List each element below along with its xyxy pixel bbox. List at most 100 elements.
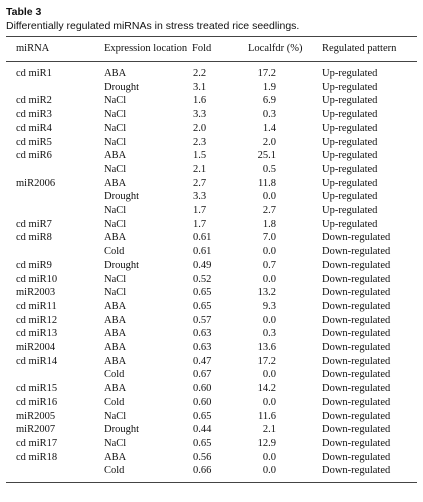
table-caption: Differentially regulated miRNAs in stres… [6,20,300,32]
table-cell: Drought [104,259,139,271]
table-cell: 0.65 [193,410,212,422]
table-cell: 1.7 [193,205,207,217]
table-cell: Cold [104,465,125,477]
table-cell: NaCl [104,205,127,217]
table-cell: Cold [104,369,125,381]
table-cell: NaCl [104,122,127,134]
table-row: miR2003 NaCl 0.65 13.2 Down-regulated [6,286,417,300]
table-cell: Down-regulated [322,465,391,477]
table-cell: 1.8 [262,218,276,230]
table-cell: 0.61 [193,232,212,244]
table-row: cd miR4 NaCl 2.0 1.4 Up-regulated [6,122,417,136]
table-row: cd miR14 ABA 0.47 17.2 Down-regulated [6,355,417,369]
table-cell: 0.44 [193,424,212,436]
table-cell: miR2003 [16,287,56,299]
header-cell: miRNA [16,43,50,54]
table-cell: Down-regulated [322,437,391,449]
table-cell: Down-regulated [322,314,391,326]
table-cell: NaCl [104,109,127,121]
table-cell: 6.9 [262,95,276,107]
table-cell: miR2005 [16,410,56,422]
table-cell: miR2004 [16,342,56,354]
table-cell: ABA [104,451,127,463]
table-cell: 1.4 [262,122,276,134]
table-row: Drought 3.1 1.9 Up-regulated [6,81,417,95]
table-cell: 11.6 [258,410,276,422]
table-row: miR2005 NaCl 0.65 11.6 Down-regulated [6,410,417,424]
table-cell: 13.6 [257,342,276,354]
table-cell: 2.0 [193,122,207,134]
table-cell: 0.63 [193,328,212,340]
table-cell: 17.2 [257,68,276,79]
table-cell: Up-regulated [322,68,378,79]
table-cell: 0.3 [262,328,276,340]
table-row: cd miR8 ABA 0.61 7.0 Down-regulated [6,231,417,245]
table-row: cd miR11 ABA 0.65 9.3 Down-regulated [6,300,417,314]
table-cell: Up-regulated [322,136,378,148]
table-cell: cd miR14 [16,355,58,367]
table-cell: Up-regulated [322,109,378,121]
table-cell: 3.1 [193,81,207,93]
table-cell [6,81,104,95]
table-cell: cd miR12 [16,314,58,326]
table-row: cd miR12 ABA 0.57 0.0 Down-regulated [6,314,417,328]
table-cell: Drought [104,81,139,93]
table-row: miR2004 ABA 0.63 13.6 Down-regulated [6,341,417,355]
table-cell: 0.61 [193,246,212,258]
table-cell: NaCl [104,218,127,230]
table-cell: 0.0 [262,191,276,203]
table-row: miR2007 Drought 0.44 2.1 Down-regulated [6,423,417,437]
table-cell: Down-regulated [322,355,391,367]
table-cell: ABA [104,355,127,367]
table-cell: 7.0 [262,232,276,244]
table-cell: Cold [104,246,125,258]
table-cell: 0.65 [193,437,212,449]
table-cell: NaCl [104,287,127,299]
table-row: cd miR10 NaCl 0.52 0.0 Down-regulated [6,273,417,287]
table-cell: 0.57 [193,314,212,326]
table-row: cd miR1 ABA 2.2 17.2 Up-regulated [6,62,417,81]
table-cell: Down-regulated [322,424,391,436]
table-cell: 3.3 [193,109,207,121]
table-cell: 2.2 [193,68,207,79]
table-cell: Cold [104,396,125,408]
table-row: miR2006 ABA 2.7 11.8 Up-regulated [6,177,417,191]
table-cell: cd miR4 [16,122,52,134]
table-cell: Up-regulated [322,95,378,107]
header-row: miRNA Expression location Fold Localfdr (%)… [6,36,417,62]
header-cell: Expression location [104,43,188,54]
table-cell: 1.9 [262,81,276,93]
table-cell: Up-regulated [322,177,378,189]
table-row: Cold 0.67 0.0 Down-regulated [6,368,417,382]
table-cell: 0.0 [262,396,276,408]
table-cell: 2.1 [262,424,276,436]
table-cell: 2.7 [262,205,276,217]
table-cell: 0.60 [193,383,212,395]
table-cell: 0.49 [193,259,212,271]
table-cell [6,464,104,482]
table-cell: 9.3 [262,300,276,312]
table-cell: 1.5 [193,150,207,162]
table-cell: ABA [104,232,127,244]
table-cell: ABA [104,314,127,326]
table-cell: Up-regulated [322,163,378,175]
table-cell: ABA [104,68,127,79]
table-cell: Down-regulated [322,246,391,258]
table-cell: 2.7 [193,177,207,189]
table-cell: ABA [104,300,127,312]
table-cell [6,204,104,218]
table-cell: 0.7 [262,259,276,271]
table-cell: ABA [104,177,127,189]
table-cell: cd miR3 [16,109,52,121]
table-cell: NaCl [104,95,127,107]
table-cell: 12.9 [257,437,276,449]
header-cell: Regulated pattern [322,43,397,54]
table-cell: cd miR8 [16,232,52,244]
table-cell: Down-regulated [322,342,391,354]
table-cell: Up-regulated [322,191,378,203]
table-cell: cd miR15 [16,383,58,395]
table-cell: cd miR17 [16,437,58,449]
table-cell [6,368,104,382]
table-cell [6,245,104,259]
